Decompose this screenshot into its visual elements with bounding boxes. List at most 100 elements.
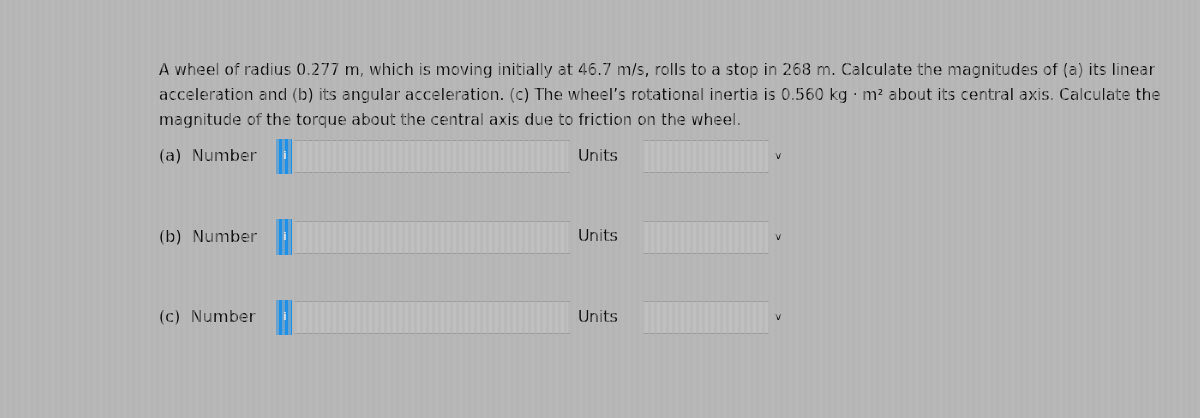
Bar <box>1098 0 1102 418</box>
Bar <box>216 0 220 418</box>
Bar <box>834 0 838 418</box>
Bar <box>888 0 890 418</box>
Bar <box>198 0 202 418</box>
Bar <box>1014 0 1018 418</box>
Bar <box>504 0 508 418</box>
Bar <box>1128 0 1132 418</box>
Bar <box>408 0 410 418</box>
Text: v: v <box>775 232 781 242</box>
Bar <box>636 0 640 418</box>
Bar <box>276 219 293 255</box>
Bar <box>486 0 490 418</box>
Text: magnitude of the torque about the central axis due to friction on the wheel.: magnitude of the torque about the centra… <box>160 113 742 128</box>
Bar <box>708 0 710 418</box>
Bar <box>918 0 922 418</box>
Bar <box>210 0 214 418</box>
Bar <box>750 0 754 418</box>
Bar <box>30 0 34 418</box>
Bar <box>906 0 910 418</box>
Bar <box>1140 0 1142 418</box>
Bar <box>702 0 706 418</box>
Bar <box>252 0 256 418</box>
Bar <box>372 0 374 418</box>
Bar <box>924 0 928 418</box>
Bar <box>84 0 88 418</box>
Bar <box>366 0 370 418</box>
Bar <box>570 0 574 418</box>
Bar <box>714 0 718 418</box>
Bar <box>912 0 916 418</box>
Bar <box>1182 0 1186 418</box>
Bar <box>354 0 358 418</box>
Bar <box>156 0 158 418</box>
Bar <box>876 0 878 418</box>
Bar <box>474 0 478 418</box>
Text: (b)  Number: (b) Number <box>160 229 257 245</box>
Bar <box>900 0 904 418</box>
Bar <box>894 0 898 418</box>
Bar <box>276 300 293 335</box>
Bar <box>132 0 134 418</box>
Bar <box>870 0 874 418</box>
Bar <box>966 0 970 418</box>
Text: (a)  Number: (a) Number <box>160 149 257 164</box>
Bar <box>1194 0 1198 418</box>
Bar <box>498 0 502 418</box>
Bar <box>168 0 172 418</box>
Bar <box>666 0 670 418</box>
Bar <box>558 0 562 418</box>
Bar <box>630 0 634 418</box>
Bar <box>1008 0 1010 418</box>
Bar <box>180 0 182 418</box>
Bar <box>492 0 496 418</box>
Bar <box>588 0 592 418</box>
Bar <box>1086 0 1090 418</box>
Bar <box>1122 0 1126 418</box>
Bar <box>768 0 772 418</box>
Bar <box>612 0 616 418</box>
Bar <box>930 0 934 418</box>
Bar <box>312 0 314 418</box>
Text: Units: Units <box>578 149 619 164</box>
Bar <box>972 0 974 418</box>
Bar <box>1146 0 1150 418</box>
Bar <box>852 0 854 418</box>
Bar <box>1092 0 1096 418</box>
Bar <box>48 0 50 418</box>
Bar <box>564 0 568 418</box>
Bar <box>822 0 826 418</box>
Bar <box>858 0 862 418</box>
Bar <box>432 0 436 418</box>
Bar <box>576 0 580 418</box>
Bar <box>840 0 842 418</box>
Bar <box>480 0 482 418</box>
Bar <box>516 0 520 418</box>
Bar <box>144 0 148 418</box>
Bar <box>282 0 286 418</box>
Bar <box>804 0 808 418</box>
Text: i: i <box>282 232 286 242</box>
Bar <box>162 0 166 418</box>
Bar <box>36 0 38 418</box>
Bar <box>1152 0 1154 418</box>
Bar <box>744 0 746 418</box>
Bar <box>420 0 424 418</box>
Bar <box>114 0 118 418</box>
Bar <box>828 0 830 418</box>
Bar <box>690 0 694 418</box>
Bar <box>66 0 70 418</box>
Bar <box>978 0 982 418</box>
Bar <box>108 0 112 418</box>
Bar <box>90 0 94 418</box>
Bar <box>1134 0 1138 418</box>
Bar <box>618 0 622 418</box>
Bar <box>336 0 340 418</box>
Bar <box>324 0 326 418</box>
Bar <box>960 0 964 418</box>
Bar <box>696 0 698 418</box>
Bar <box>258 0 262 418</box>
Text: i: i <box>282 151 286 161</box>
Bar <box>798 0 802 418</box>
Bar <box>643 301 768 334</box>
Bar <box>654 0 658 418</box>
